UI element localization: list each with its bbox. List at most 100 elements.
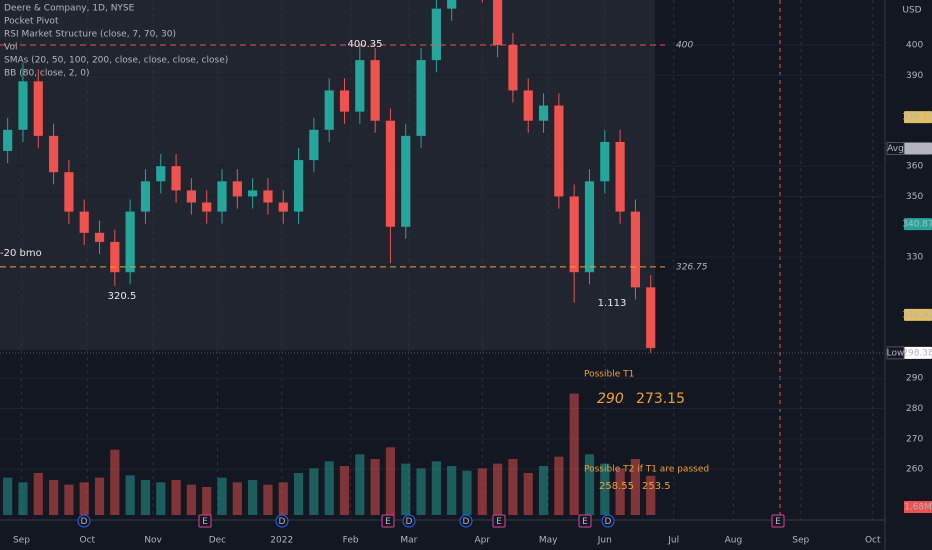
x-tick-label: Aug [725, 536, 743, 546]
candle-body [94, 232, 105, 242]
currency: USD [902, 6, 921, 16]
volume-bar [263, 484, 273, 515]
price-badge [904, 218, 932, 231]
annotation: 273.15 [636, 391, 685, 407]
event-marker [402, 514, 416, 528]
event-label: D [463, 517, 470, 527]
volume-bar [584, 454, 595, 515]
candle-body [538, 105, 549, 121]
bb-shade [0, 0, 655, 350]
volume-bar [79, 482, 89, 515]
candle-body [630, 211, 641, 288]
volume-bar [248, 480, 258, 515]
badge-tag-label: Avg [887, 144, 904, 154]
y-tick-label: 260 [906, 465, 923, 475]
candle-body [416, 60, 426, 136]
x-tick-label: Apr [475, 536, 491, 546]
candle-body [309, 129, 319, 161]
volume-bar [156, 482, 166, 515]
volume-bar [355, 454, 365, 515]
x-tick-label: Nov [144, 536, 162, 546]
candle-body [646, 287, 656, 348]
volume-bar [554, 456, 564, 515]
level-label: 400 [676, 40, 693, 50]
price-badge-label: 376.19 [902, 113, 932, 123]
candle-body [64, 172, 74, 212]
event-label: D [406, 517, 413, 527]
price-badge [904, 111, 932, 124]
candle-body [523, 90, 533, 121]
volume-bar [523, 473, 533, 515]
event-label: E [496, 517, 502, 527]
candle-body [278, 202, 288, 212]
volume-bar [186, 484, 196, 515]
volume-bar [94, 477, 105, 515]
volume-bar [48, 480, 59, 515]
volume-bar [217, 477, 227, 515]
level-label: 326.75 [676, 262, 708, 272]
annotation: Possible T2 if T1 are passed [584, 465, 709, 475]
header-line: Pocket Pivot [4, 17, 59, 27]
header-line: Deere & Company, 1D, NYSE [4, 4, 135, 14]
price-badge-label: 365.83 [902, 144, 932, 154]
event-marker [198, 514, 212, 528]
volume-bar [447, 466, 457, 515]
annotation: 290 [597, 391, 624, 407]
x-tick-label: Sep [13, 536, 30, 546]
y-tick-label: 290 [906, 374, 923, 384]
volume-bar [462, 470, 472, 515]
event-label: E [202, 517, 208, 527]
candle-body [125, 211, 135, 273]
header-line: BB (80, close, 2, 0) [4, 69, 89, 79]
candle-body [401, 135, 411, 227]
candle-body [79, 211, 89, 233]
price-badge [904, 142, 932, 155]
volume-bar [615, 468, 625, 515]
volume-bar [309, 468, 319, 515]
badge-tag [886, 142, 905, 156]
candle-body [217, 181, 227, 212]
event-marker [771, 514, 785, 528]
volume-bar [110, 449, 120, 515]
badge-tag [886, 346, 905, 360]
event-label: D [81, 517, 88, 527]
annotation: -20 bmo [0, 248, 42, 259]
candle-body [186, 190, 196, 203]
candle-body [600, 141, 610, 182]
event-label: E [775, 517, 781, 527]
candle-body [3, 129, 13, 152]
candle-body [140, 181, 151, 212]
x-tick-label: Feb [343, 536, 359, 546]
price-badge [904, 308, 932, 321]
volume-bar [370, 459, 380, 515]
event-marker [77, 514, 91, 528]
header-line: RSI Market Structure (close, 7, 70, 30) [4, 30, 176, 40]
x-tick-label: Dec [209, 536, 226, 546]
candle-body [355, 60, 365, 112]
candle-body [554, 105, 564, 197]
candle-body [263, 190, 273, 203]
candle-body [508, 44, 518, 91]
badge-tag-label: Low [887, 348, 905, 358]
volume-bar [171, 480, 181, 515]
event-marker [601, 514, 615, 528]
candles [3, 0, 656, 353]
event-marker [492, 514, 506, 528]
volume-badge-label: 1.68M [904, 503, 932, 513]
volume-bar [477, 468, 487, 515]
volume-bar [33, 473, 43, 515]
volume-bar [278, 482, 288, 515]
annotation: 1.113 [598, 298, 627, 309]
event-marker [381, 514, 395, 528]
event-label: D [279, 517, 286, 527]
candle-body [293, 160, 304, 212]
candle-body [431, 8, 441, 61]
x-tick-label: May [539, 536, 558, 546]
volume-bar [493, 463, 503, 515]
candle-body [248, 190, 258, 197]
y-tick-label: 270 [906, 434, 923, 444]
annotation: 258.55 [599, 481, 634, 492]
volume-bar [416, 468, 426, 515]
event-marker [459, 514, 473, 528]
candle-body [584, 181, 595, 273]
